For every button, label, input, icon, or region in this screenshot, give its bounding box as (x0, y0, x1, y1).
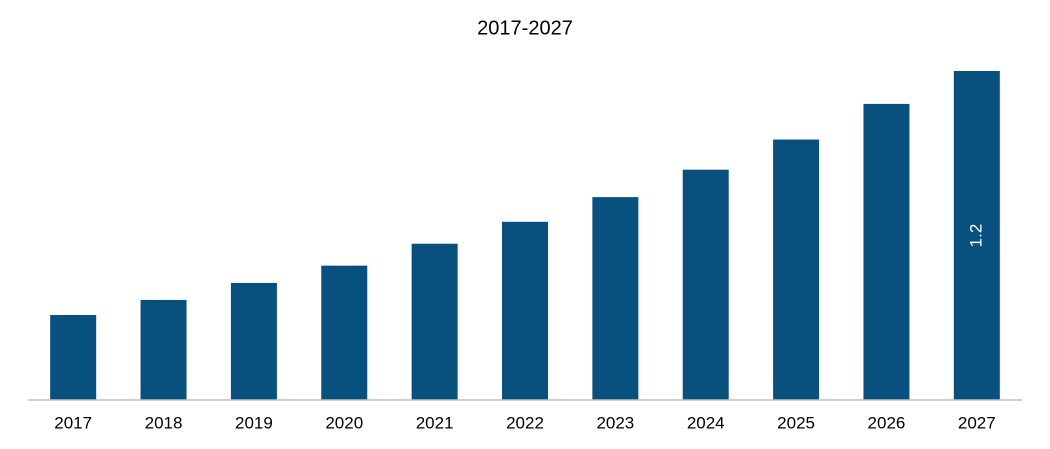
bar (321, 265, 368, 400)
x-tick-label: 2022 (506, 413, 544, 432)
x-tick-label: 2026 (868, 413, 906, 432)
x-tick-label: 2027 (958, 413, 996, 432)
bar (411, 243, 458, 400)
x-tick-label: 2019 (235, 413, 273, 432)
bar (592, 197, 639, 400)
x-tick-label: 2017 (54, 413, 92, 432)
x-tick-label: 2021 (416, 413, 454, 432)
bar (863, 103, 910, 401)
x-tick-label: 2025 (777, 413, 815, 432)
bar (953, 71, 1000, 400)
x-tick-label: 2018 (145, 413, 183, 432)
bar (773, 139, 820, 400)
x-tick-label: 2024 (687, 413, 725, 432)
bar (140, 299, 187, 400)
chart-title: 2017-2027 (477, 17, 573, 39)
bar (502, 221, 548, 400)
x-tick-label: 2023 (596, 413, 634, 432)
bar (682, 169, 729, 400)
bar (50, 315, 97, 400)
bar (230, 282, 277, 400)
data-label: 1.2 (966, 224, 985, 248)
x-tick-label: 2020 (325, 413, 363, 432)
